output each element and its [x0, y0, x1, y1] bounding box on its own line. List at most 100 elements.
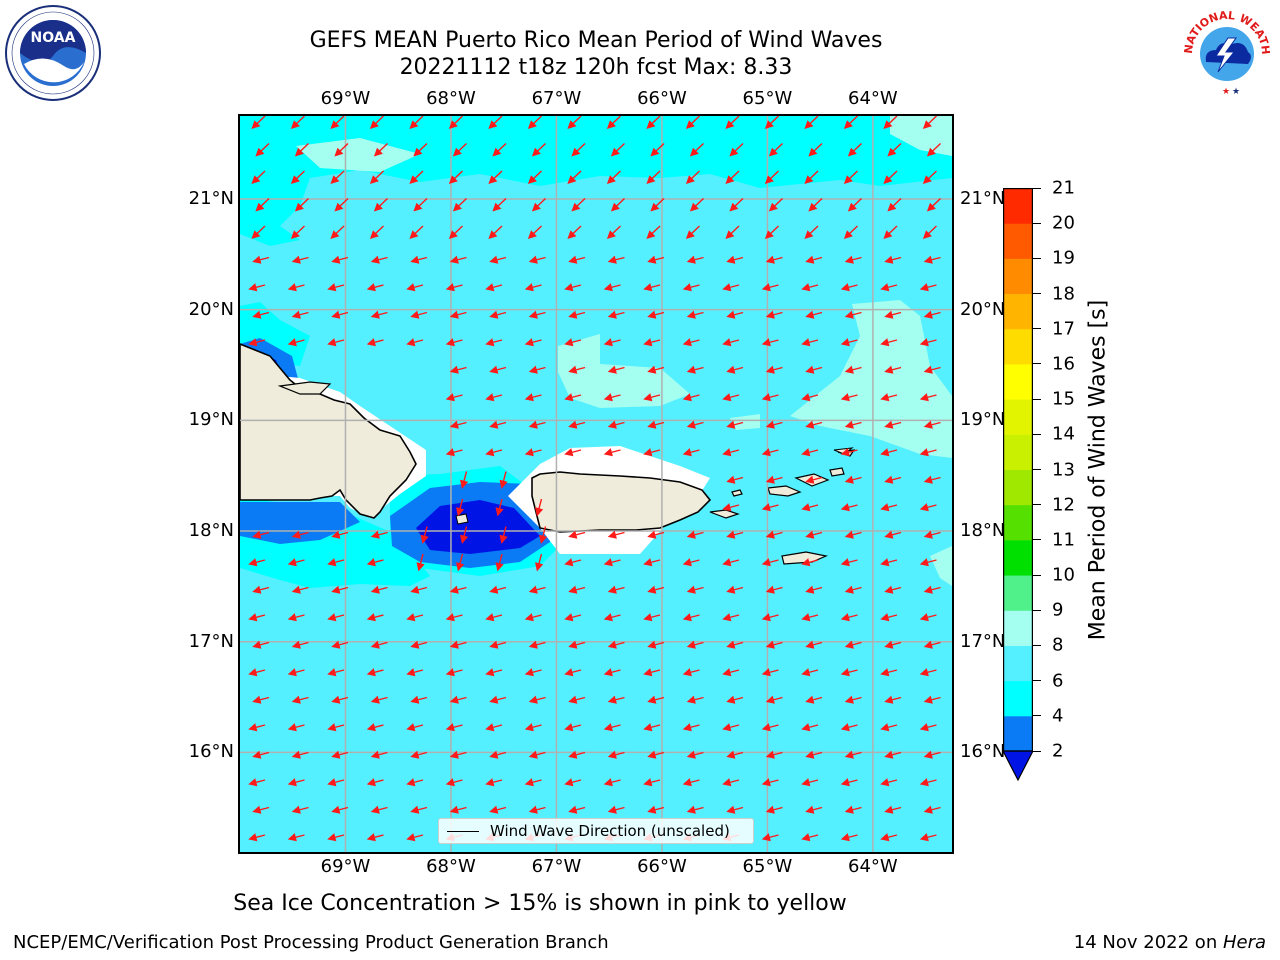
wind-wave-arrow — [722, 283, 740, 292]
wind-wave-arrow — [722, 338, 740, 347]
wind-wave-arrow — [406, 723, 424, 732]
wind-wave-arrow — [607, 805, 625, 814]
wind-wave-arrow — [919, 833, 937, 842]
colorbar-tick-label: 20 — [1052, 212, 1075, 234]
colorbar-segment — [1003, 328, 1033, 365]
wind-wave-arrow — [726, 640, 744, 649]
wind-wave-arrow — [682, 613, 700, 622]
wind-wave-arrow — [606, 116, 621, 129]
wind-wave-arrow — [726, 420, 744, 429]
footer-branch: NCEP/EMC/Verification Post Processing Pr… — [13, 932, 609, 953]
wind-wave-arrow — [843, 116, 858, 129]
wind-wave-arrow — [485, 723, 503, 732]
wind-wave-arrow — [373, 142, 388, 157]
wind-wave-arrow — [764, 116, 779, 129]
lon-label-bottom: 66°W — [637, 856, 687, 877]
wind-wave-arrow — [764, 225, 779, 239]
wind-wave-arrow — [251, 170, 266, 184]
wind-wave-arrow — [725, 225, 740, 239]
wind-wave-arrow — [761, 283, 779, 292]
wind-wave-arrow — [445, 613, 463, 622]
wind-wave-arrow — [643, 338, 661, 347]
wind-wave-arrow — [685, 116, 700, 129]
wind-wave-arrow — [765, 805, 783, 814]
wind-wave-arrow — [884, 695, 902, 704]
wind-wave-arrow — [445, 448, 463, 457]
wind-wave-arrow — [564, 448, 582, 457]
wind-wave-arrow — [527, 116, 542, 129]
wind-wave-arrow — [291, 750, 309, 759]
wind-wave-arrow — [840, 558, 858, 567]
wind-wave-arrow — [406, 668, 424, 677]
wind-wave-arrow — [606, 225, 621, 239]
wind-wave-arrow — [370, 585, 388, 594]
wind-wave-arrow — [643, 283, 661, 292]
wind-wave-arrow — [686, 805, 704, 814]
wind-wave-arrow — [682, 558, 700, 567]
wind-wave-arrow — [287, 833, 305, 842]
wind-wave-arrow — [603, 393, 621, 402]
wind-wave-arrow — [528, 310, 546, 319]
wind-wave-arrow — [765, 530, 783, 539]
wind-wave-arrow — [410, 695, 428, 704]
wind-wave-arrow — [485, 448, 503, 457]
wind-wave-arrow — [647, 585, 665, 594]
wind-wave-arrow — [722, 448, 740, 457]
lon-label-bottom: 69°W — [320, 856, 371, 877]
wind-wave-arrow — [370, 750, 388, 759]
wind-wave-arrow — [923, 695, 941, 704]
wind-wave-arrow — [650, 197, 665, 212]
wind-wave-arrow — [524, 448, 542, 457]
wind-wave-arrow — [449, 255, 467, 264]
wind-wave-arrow — [689, 197, 704, 212]
wind-wave-arrow — [887, 197, 902, 212]
wind-wave-arrow — [369, 225, 384, 239]
wind-wave-arrow — [251, 225, 266, 239]
wind-wave-arrow — [808, 197, 823, 212]
wind-wave-arrow — [449, 585, 467, 594]
wind-wave-arrow — [248, 613, 266, 622]
wind-wave-arrow — [923, 805, 941, 814]
colorbar-tick-mark — [1033, 293, 1041, 295]
wind-wave-arrow — [449, 750, 467, 759]
wind-wave-arrow — [330, 116, 345, 129]
colorbar-tick-label: 17 — [1052, 318, 1075, 340]
colorbar-tick-label: 12 — [1052, 494, 1075, 516]
wind-wave-arrow — [923, 310, 941, 319]
wind-wave-arrow — [406, 613, 424, 622]
wind-wave-arrow — [488, 225, 503, 239]
wind-wave-arrow — [919, 283, 937, 292]
wind-wave-arrow — [331, 805, 349, 814]
wind-wave-arrow — [726, 805, 744, 814]
wind-wave-arrow — [460, 526, 469, 544]
colorbar-tick-mark — [1033, 433, 1041, 435]
wind-wave-arrow — [880, 778, 898, 787]
lon-label-bottom: 64°W — [848, 856, 898, 877]
wind-wave-arrow — [926, 197, 941, 212]
wind-wave-arrow — [887, 142, 902, 157]
wind-wave-arrow — [761, 338, 779, 347]
lon-label-top: 67°W — [531, 88, 582, 109]
colorbar-tick-mark — [1033, 469, 1041, 470]
wind-wave-arrow — [564, 778, 582, 787]
wind-wave-arrow — [761, 448, 779, 457]
wind-wave-arrow — [449, 695, 467, 704]
wind-wave-arrow — [840, 448, 858, 457]
wind-wave-arrow — [647, 365, 665, 374]
wind-wave-arrow — [682, 393, 700, 402]
wind-wave-arrow — [884, 530, 902, 539]
wind-wave-arrow — [805, 640, 823, 649]
wind-wave-arrow — [926, 142, 941, 157]
colorbar-tick-mark — [1033, 504, 1041, 506]
wind-wave-arrow — [370, 640, 388, 649]
colorbar-tick-mark — [1033, 644, 1041, 646]
wind-wave-arrow — [765, 640, 783, 649]
wind-wave-arrow — [499, 526, 508, 544]
wind-wave-arrow — [765, 585, 783, 594]
wind-wave-arrow — [445, 723, 463, 732]
wind-wave-arrow — [603, 723, 621, 732]
wind-wave-arrow — [840, 283, 858, 292]
colorbar-segment — [1003, 645, 1033, 682]
colorbar-segment — [1003, 223, 1033, 259]
legend-line-swatch — [447, 831, 479, 832]
